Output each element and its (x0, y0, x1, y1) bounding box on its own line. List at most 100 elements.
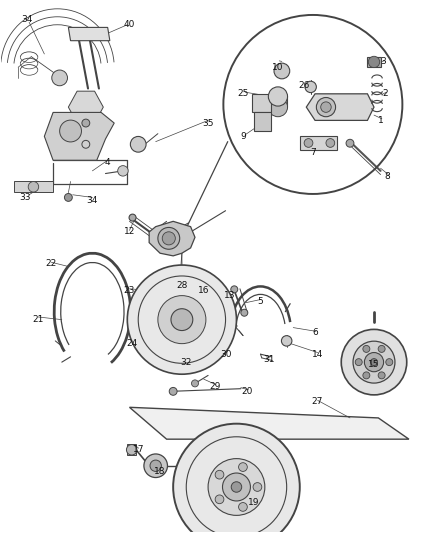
Circle shape (341, 329, 407, 395)
Circle shape (231, 482, 242, 492)
Polygon shape (252, 94, 272, 112)
Circle shape (346, 139, 354, 147)
Circle shape (60, 120, 81, 142)
Circle shape (215, 495, 224, 504)
Text: 26: 26 (298, 82, 310, 91)
Text: 34: 34 (21, 15, 32, 24)
Text: 30: 30 (220, 350, 231, 359)
Circle shape (386, 359, 393, 366)
Text: 19: 19 (248, 498, 260, 507)
Text: 2: 2 (382, 90, 388, 98)
Circle shape (231, 286, 238, 293)
Circle shape (52, 70, 67, 86)
Circle shape (82, 119, 90, 127)
Circle shape (274, 63, 290, 79)
Text: 22: 22 (45, 260, 57, 268)
Text: 27: 27 (311, 398, 323, 407)
Circle shape (378, 372, 385, 379)
Text: 18: 18 (154, 466, 166, 475)
Circle shape (241, 309, 248, 316)
Text: 1: 1 (378, 116, 383, 125)
Circle shape (321, 102, 331, 112)
Polygon shape (254, 112, 272, 131)
Text: 33: 33 (19, 193, 31, 202)
Text: 14: 14 (311, 350, 323, 359)
Circle shape (144, 454, 167, 478)
Circle shape (316, 98, 336, 117)
Text: 17: 17 (132, 445, 144, 454)
Circle shape (141, 339, 149, 348)
Text: 8: 8 (384, 172, 390, 181)
Circle shape (355, 359, 362, 366)
Text: 28: 28 (176, 280, 187, 289)
Circle shape (305, 81, 316, 93)
Circle shape (129, 214, 136, 221)
Polygon shape (68, 91, 103, 123)
Circle shape (28, 182, 39, 192)
Circle shape (127, 445, 137, 455)
Circle shape (182, 351, 194, 363)
Polygon shape (300, 136, 337, 150)
Circle shape (268, 87, 288, 106)
Circle shape (191, 380, 198, 387)
Circle shape (162, 232, 175, 245)
Text: 7: 7 (310, 148, 316, 157)
Text: 6: 6 (312, 328, 318, 337)
Polygon shape (44, 112, 114, 160)
Polygon shape (127, 445, 136, 455)
Text: 21: 21 (32, 315, 43, 324)
Circle shape (364, 352, 384, 372)
Circle shape (239, 503, 247, 511)
Text: 29: 29 (209, 382, 220, 391)
Circle shape (131, 136, 146, 152)
Circle shape (304, 139, 313, 147)
Circle shape (215, 470, 224, 479)
Text: 4: 4 (105, 158, 110, 167)
Circle shape (282, 336, 292, 346)
Text: 5: 5 (258, 296, 263, 305)
Polygon shape (367, 56, 381, 67)
Text: 32: 32 (180, 358, 192, 367)
Circle shape (239, 463, 247, 471)
Text: 10: 10 (272, 63, 284, 72)
Circle shape (208, 458, 265, 515)
Text: 16: 16 (198, 286, 209, 295)
Text: 35: 35 (202, 118, 214, 127)
Circle shape (118, 166, 128, 176)
Text: 20: 20 (242, 387, 253, 396)
Circle shape (127, 265, 237, 374)
Text: 40: 40 (124, 20, 135, 29)
Circle shape (368, 56, 380, 68)
Circle shape (171, 309, 193, 330)
Circle shape (363, 345, 370, 352)
Circle shape (363, 372, 370, 379)
Polygon shape (306, 94, 374, 120)
Text: 9: 9 (240, 132, 246, 141)
Text: 15: 15 (368, 360, 380, 369)
Circle shape (378, 345, 385, 352)
Polygon shape (14, 182, 53, 192)
Text: 12: 12 (124, 228, 135, 237)
Polygon shape (68, 27, 110, 41)
Circle shape (64, 193, 72, 201)
Circle shape (158, 296, 206, 344)
Text: 24: 24 (126, 339, 137, 348)
Circle shape (158, 228, 180, 249)
Polygon shape (130, 407, 409, 439)
Text: 3: 3 (380, 58, 385, 67)
Circle shape (326, 139, 335, 147)
Circle shape (253, 482, 262, 491)
Text: 25: 25 (237, 90, 249, 98)
Polygon shape (149, 221, 195, 256)
Circle shape (223, 473, 251, 501)
Circle shape (268, 98, 288, 117)
Circle shape (173, 424, 300, 533)
Circle shape (215, 343, 227, 355)
Text: 13: 13 (224, 291, 236, 300)
Text: 23: 23 (124, 286, 135, 295)
Circle shape (169, 387, 177, 395)
Circle shape (371, 359, 378, 366)
Circle shape (353, 341, 395, 383)
Text: 34: 34 (87, 196, 98, 205)
Circle shape (150, 460, 161, 471)
